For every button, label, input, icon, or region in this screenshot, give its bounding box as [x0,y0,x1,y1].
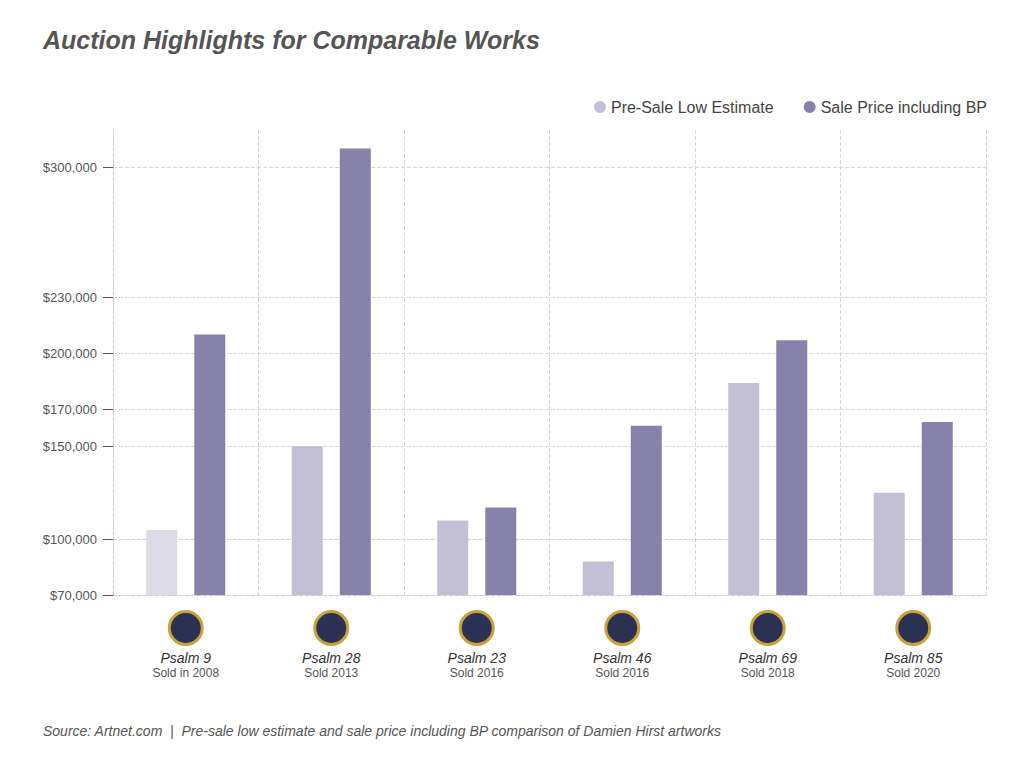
svg-text:Sold 2016: Sold 2016 [450,666,504,680]
svg-text:$200,000: $200,000 [43,346,97,361]
svg-text:$170,000: $170,000 [43,402,97,417]
svg-text:$100,000: $100,000 [43,532,97,547]
svg-text:Sale Price including BP: Sale Price including BP [821,99,987,116]
svg-text:Psalm 85: Psalm 85 [884,650,943,666]
svg-text:Sold 2016: Sold 2016 [595,666,649,680]
svg-text:Psalm 23: Psalm 23 [448,650,507,666]
svg-text:Auction Highlights for Compara: Auction Highlights for Comparable Works [42,26,540,54]
svg-text:Psalm 9: Psalm 9 [160,650,211,666]
svg-text:$230,000: $230,000 [43,290,97,305]
svg-text:$150,000: $150,000 [43,439,97,454]
svg-text:Psalm 69: Psalm 69 [739,650,798,666]
svg-text:$70,000: $70,000 [50,588,97,603]
svg-text:Sold 2018: Sold 2018 [741,666,795,680]
svg-text:Pre-Sale Low Estimate: Pre-Sale Low Estimate [611,99,774,116]
svg-text:Sold 2020: Sold 2020 [886,666,940,680]
svg-text:$300,000: $300,000 [43,160,97,175]
svg-text:Psalm 28: Psalm 28 [302,650,361,666]
svg-text:Source: Artnet.com | Pre-sal: Source: Artnet.com | Pre-sale low estima… [43,723,721,739]
svg-text:Sold in 2008: Sold in 2008 [152,666,219,680]
svg-text:Sold 2013: Sold 2013 [304,666,358,680]
svg-text:Psalm 46: Psalm 46 [593,650,652,666]
